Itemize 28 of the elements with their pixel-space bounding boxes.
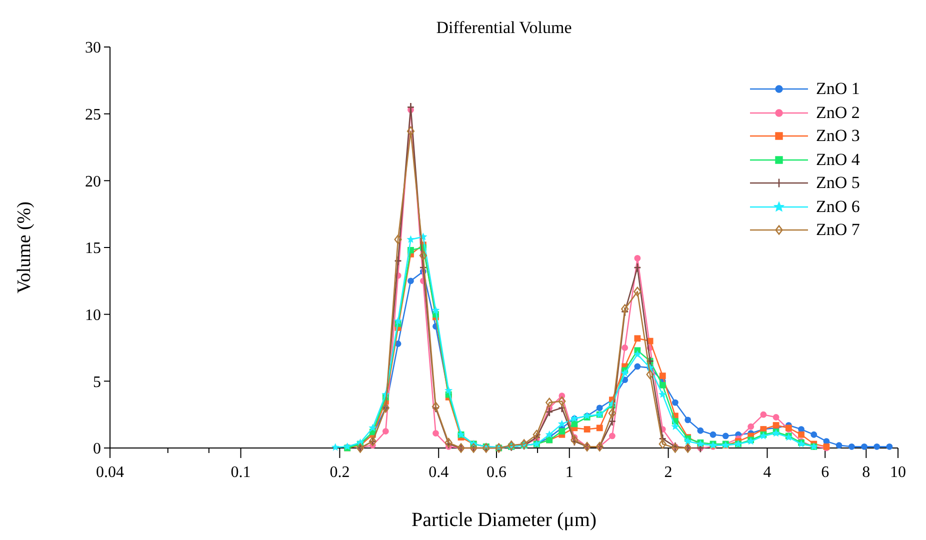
- legend-label: ZnO 4: [816, 148, 860, 171]
- x-tick-label: 0.1: [230, 464, 251, 481]
- x-tick-label: 0.2: [330, 464, 350, 481]
- chart-title: Differential Volume: [436, 18, 572, 37]
- x-tick-label: 0.4: [428, 464, 449, 481]
- y-tick-label: 10: [85, 306, 101, 324]
- legend-label: ZnO 7: [816, 219, 860, 242]
- legend-label: ZnO 3: [816, 125, 860, 148]
- legend-label: ZnO 5: [816, 172, 860, 194]
- y-tick-label: 30: [85, 40, 101, 57]
- x-tick-label: 6: [821, 464, 830, 481]
- x-tick-label: 8: [862, 464, 870, 481]
- y-axis-title: Volume (%): [14, 202, 35, 294]
- y-tick-label: 15: [85, 240, 101, 258]
- legend-label: ZnO 6: [816, 196, 860, 218]
- x-tick-label: 2: [664, 464, 672, 481]
- x-tick-label: 4: [763, 464, 772, 481]
- legend-label: ZnO 1: [816, 78, 860, 100]
- x-tick-label: 0.04: [96, 464, 124, 481]
- x-tick-label: 0.6: [486, 464, 506, 481]
- x-axis-title: Particle Diameter (μm): [411, 509, 597, 531]
- x-tick-label: 1: [565, 464, 574, 481]
- x-tick-label: 10: [890, 464, 906, 481]
- legend-label: ZnO 2: [816, 102, 860, 124]
- y-tick-label: 25: [85, 106, 101, 124]
- y-tick-label: 20: [85, 173, 101, 190]
- y-tick-label: 5: [93, 374, 101, 391]
- y-tick-label: 0: [93, 440, 101, 458]
